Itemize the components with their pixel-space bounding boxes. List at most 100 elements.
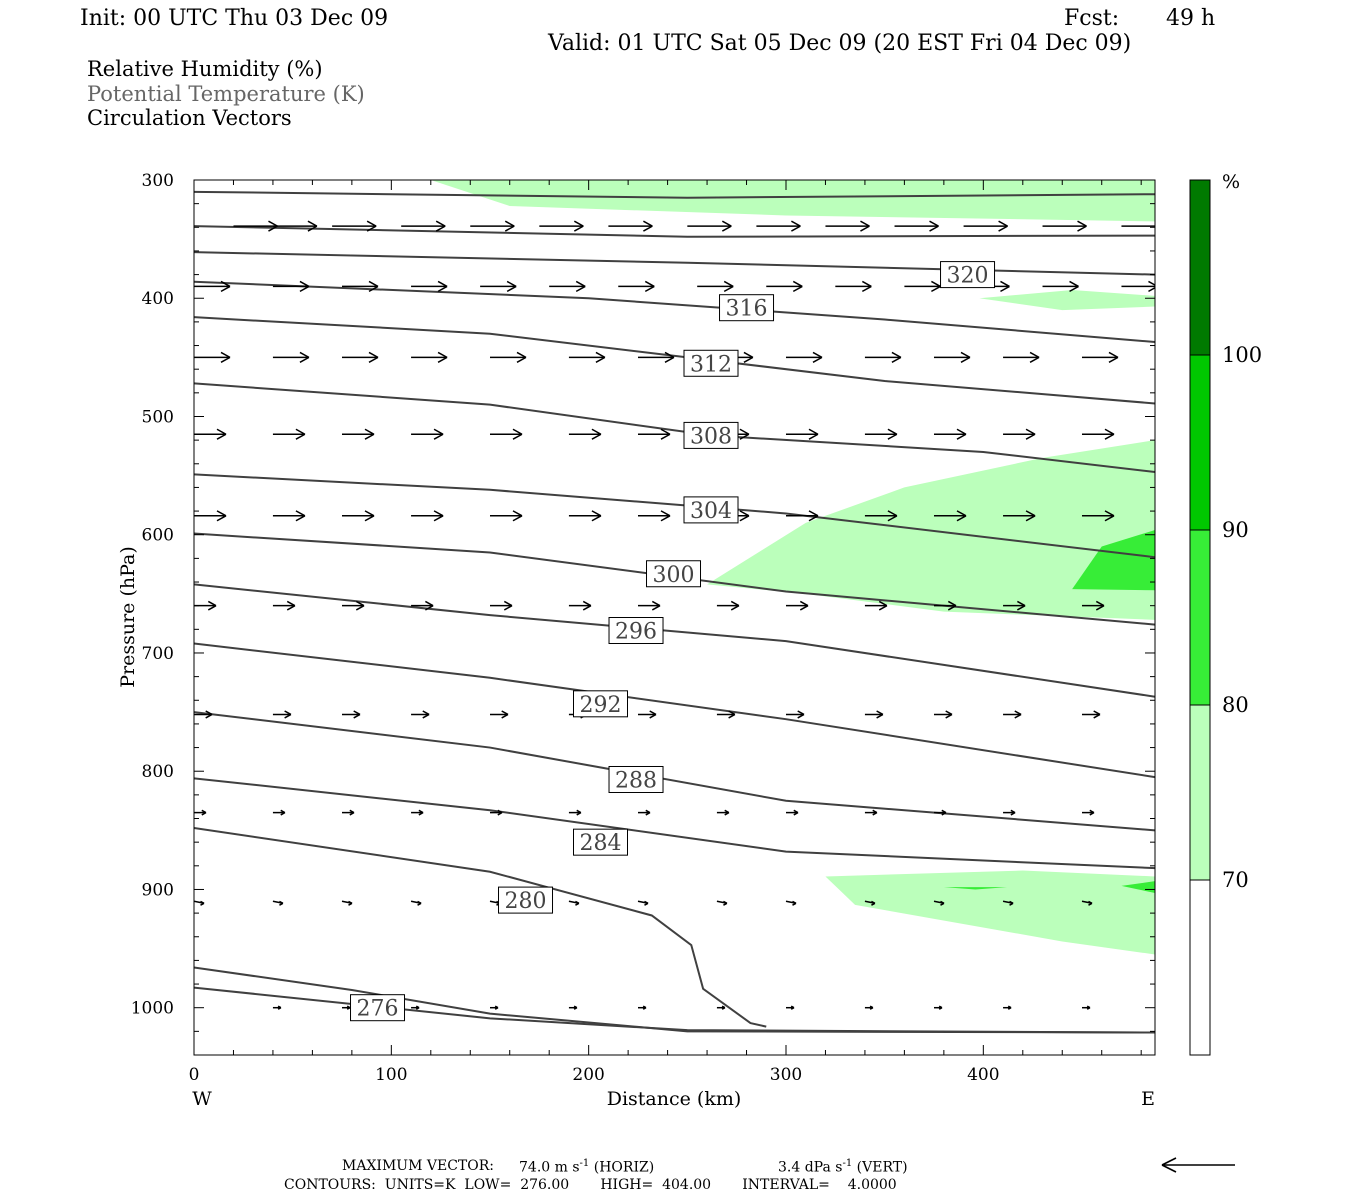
y-tick-label: 700 <box>142 644 174 664</box>
svg-text:280: 280 <box>505 889 547 914</box>
circulation-vector <box>489 600 513 611</box>
circulation-vector <box>1121 225 1155 227</box>
circulation-vector <box>864 600 888 611</box>
circulation-vector <box>1003 510 1036 522</box>
rh-region-5 <box>943 887 1008 890</box>
east-label: E <box>1141 1088 1155 1110</box>
circulation-vector <box>1081 710 1101 719</box>
svg-text:304: 304 <box>690 499 732 524</box>
circulation-vector <box>785 351 823 363</box>
circulation-vector <box>401 220 446 232</box>
circulation-vector <box>1081 428 1115 440</box>
theta-contour-300 <box>194 532 1155 626</box>
circulation-vector <box>341 710 361 719</box>
circulation-vector <box>568 351 606 363</box>
circulation-vector <box>825 220 870 232</box>
circulation-vector <box>568 900 580 906</box>
circulation-vector <box>716 1005 726 1010</box>
vert-unit: (VERT) <box>856 1159 908 1176</box>
circulation-vector <box>637 710 657 719</box>
circulation-vector <box>1042 280 1079 293</box>
circulation-vector <box>933 510 967 522</box>
circulation-vector <box>933 428 967 440</box>
svg-text:320: 320 <box>947 264 989 289</box>
circulation-vector <box>716 809 730 816</box>
legend-rh: Relative Humidity (%) <box>87 57 323 81</box>
contour-label-320: 320 <box>940 261 996 289</box>
plot-frame <box>193 179 1156 1056</box>
circulation-vector <box>489 428 523 440</box>
theta-contour-316 <box>194 280 1155 343</box>
contour-label-layer: 320 316 312 308 304 300 296 292 288 284 280 276 <box>350 261 996 1022</box>
x-axis-title: Distance (km) <box>607 1088 742 1110</box>
theta-contour-292 <box>194 642 1155 779</box>
y-tick-label: 600 <box>142 526 174 546</box>
axes: 300 400 500 600 700 800 900 1000 0 100 200 300 400 W E <box>131 171 1155 1110</box>
colorbar-level-label: 90 <box>1222 518 1249 542</box>
circulation-vector <box>568 428 602 440</box>
circulation-vector <box>637 809 651 816</box>
max-vector-vert: 3.4 dPa s-1 (VERT) <box>778 1159 908 1175</box>
circulation-vector <box>489 510 523 522</box>
circulation-vector <box>194 510 227 522</box>
y-tick-label: 800 <box>142 762 174 782</box>
theta-contour-276 <box>194 966 1155 1034</box>
x-tick-label: 100 <box>375 1065 407 1085</box>
colorbar-unit: % <box>1222 171 1240 193</box>
contour-label-288: 288 <box>608 765 664 793</box>
circulation-vector <box>894 220 939 232</box>
circulation-vector <box>272 1005 282 1010</box>
legend-theta: Potential Temperature (K) <box>87 82 365 106</box>
colorbar-band <box>1190 530 1210 705</box>
circulation-vector <box>568 1005 578 1010</box>
circulation-vector <box>1003 809 1016 816</box>
circulation-vector <box>411 351 448 363</box>
circulation-vector <box>1003 710 1022 719</box>
circulation-vector <box>568 510 602 522</box>
circulation-vector <box>608 220 653 232</box>
contour-label-280: 280 <box>498 886 554 914</box>
circulation-vector <box>716 710 736 719</box>
circulation-vector <box>341 428 375 440</box>
circulation-vector <box>568 600 592 611</box>
colorbar-band <box>1190 705 1210 880</box>
circulation-vector <box>272 809 286 816</box>
contour-label-312: 312 <box>683 349 739 377</box>
circulation-vector <box>933 351 971 363</box>
circulation-vector <box>489 1005 499 1010</box>
contour-label-300: 300 <box>646 560 702 588</box>
circulation-vector <box>1003 351 1040 363</box>
svg-text:292: 292 <box>580 693 622 718</box>
contour-label-296: 296 <box>608 617 664 645</box>
circulation-vector <box>637 510 671 522</box>
horiz-unit: (HORIZ) <box>593 1159 655 1176</box>
theta-contour-2 <box>194 251 1155 276</box>
circulation-vector <box>410 900 422 906</box>
circulation-vector <box>933 1005 943 1010</box>
circulation-vector <box>1081 900 1093 906</box>
circulation-vector <box>272 351 310 363</box>
circulation-vector <box>194 280 231 293</box>
theta-contour-320 <box>194 190 1155 199</box>
circulation-vector <box>411 600 434 611</box>
colorbar-level-label: 80 <box>1222 693 1249 717</box>
reference-vector <box>1161 1157 1235 1173</box>
contour-label-304: 304 <box>683 496 739 524</box>
circulation-vector <box>756 220 801 232</box>
circulation-vector <box>716 600 740 611</box>
svg-text:276: 276 <box>357 997 399 1022</box>
circulation-vector <box>194 900 205 906</box>
circulation-vector <box>341 510 375 522</box>
circulation-vector <box>272 428 306 440</box>
circulation-vector <box>785 1005 795 1010</box>
circulation-vector <box>194 809 207 816</box>
theta-contour-308 <box>194 382 1155 474</box>
circulation-vector <box>411 710 430 719</box>
contour-info: CONTOURS: UNITS=K LOW= 276.00 HIGH= 404.… <box>284 1177 897 1193</box>
circulation-vector <box>272 710 292 719</box>
theta-contour-284 <box>194 777 1155 870</box>
circulation-vector <box>864 351 902 363</box>
colorbar: 100 90 80 70% <box>1189 171 1262 1056</box>
circulation-vector <box>637 428 671 440</box>
